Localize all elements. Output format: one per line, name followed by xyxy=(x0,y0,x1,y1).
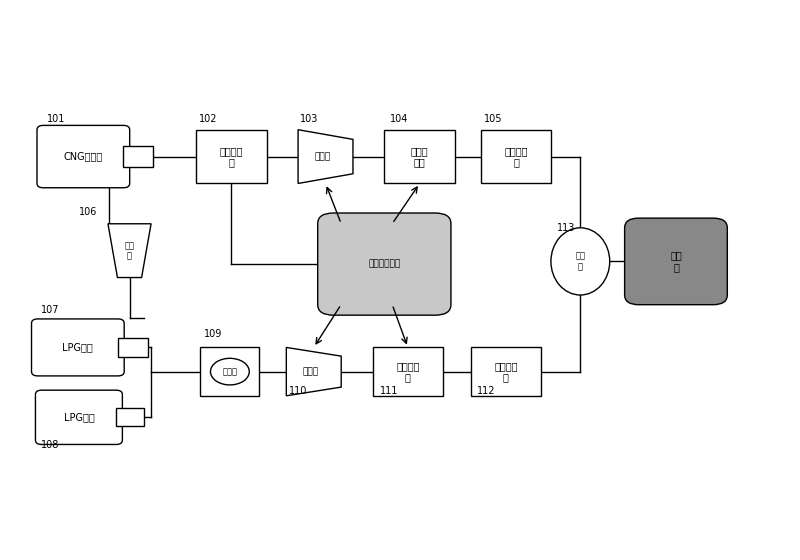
Text: 发动
机: 发动 机 xyxy=(670,251,682,272)
Text: LPG大罐: LPG大罐 xyxy=(62,342,94,352)
Text: 闭环执行
器: 闭环执行 器 xyxy=(396,361,419,382)
Text: 110: 110 xyxy=(289,386,307,396)
Bar xyxy=(116,408,144,427)
Text: 111: 111 xyxy=(380,386,398,396)
Text: 112: 112 xyxy=(477,386,495,396)
FancyBboxPatch shape xyxy=(318,213,451,315)
Bar xyxy=(481,130,551,184)
Text: 手动功率
阀: 手动功率 阀 xyxy=(504,146,528,167)
Text: 107: 107 xyxy=(41,305,59,315)
Text: 113: 113 xyxy=(557,223,575,233)
Polygon shape xyxy=(286,347,342,396)
Text: CNG气瓶组: CNG气瓶组 xyxy=(64,152,103,162)
Circle shape xyxy=(210,358,250,385)
Text: 104: 104 xyxy=(390,114,408,124)
Bar xyxy=(470,347,541,396)
Text: 截止
阀: 截止 阀 xyxy=(125,241,134,260)
Text: 105: 105 xyxy=(484,114,502,124)
Text: 手动功率
阀: 手动功率 阀 xyxy=(494,361,518,382)
Text: 108: 108 xyxy=(41,440,59,450)
Text: 103: 103 xyxy=(301,114,319,124)
Ellipse shape xyxy=(551,228,610,295)
Text: 闭环执
行器: 闭环执 行器 xyxy=(410,146,429,167)
FancyBboxPatch shape xyxy=(35,390,122,445)
Text: 109: 109 xyxy=(204,329,222,339)
FancyBboxPatch shape xyxy=(37,125,130,188)
Text: 减压阀: 减压阀 xyxy=(303,367,319,376)
Bar xyxy=(118,338,147,357)
Text: 101: 101 xyxy=(47,114,66,124)
Polygon shape xyxy=(298,130,353,184)
Text: 106: 106 xyxy=(78,207,97,217)
Text: 混合
器: 混合 器 xyxy=(575,251,586,271)
Text: LPG小罐: LPG小罐 xyxy=(63,412,94,422)
Text: 压力传感
器: 压力传感 器 xyxy=(220,146,243,167)
Bar xyxy=(201,347,259,396)
FancyBboxPatch shape xyxy=(31,319,124,376)
FancyBboxPatch shape xyxy=(625,218,727,305)
Bar xyxy=(384,130,455,184)
Bar xyxy=(373,347,443,396)
Text: 减压阀: 减压阀 xyxy=(314,152,331,161)
Text: 过滤器: 过滤器 xyxy=(222,367,238,376)
Bar xyxy=(123,146,153,167)
Text: 双燃料控制器: 双燃料控制器 xyxy=(368,260,401,269)
Polygon shape xyxy=(108,224,151,278)
Text: 102: 102 xyxy=(198,114,217,124)
Bar xyxy=(196,130,266,184)
